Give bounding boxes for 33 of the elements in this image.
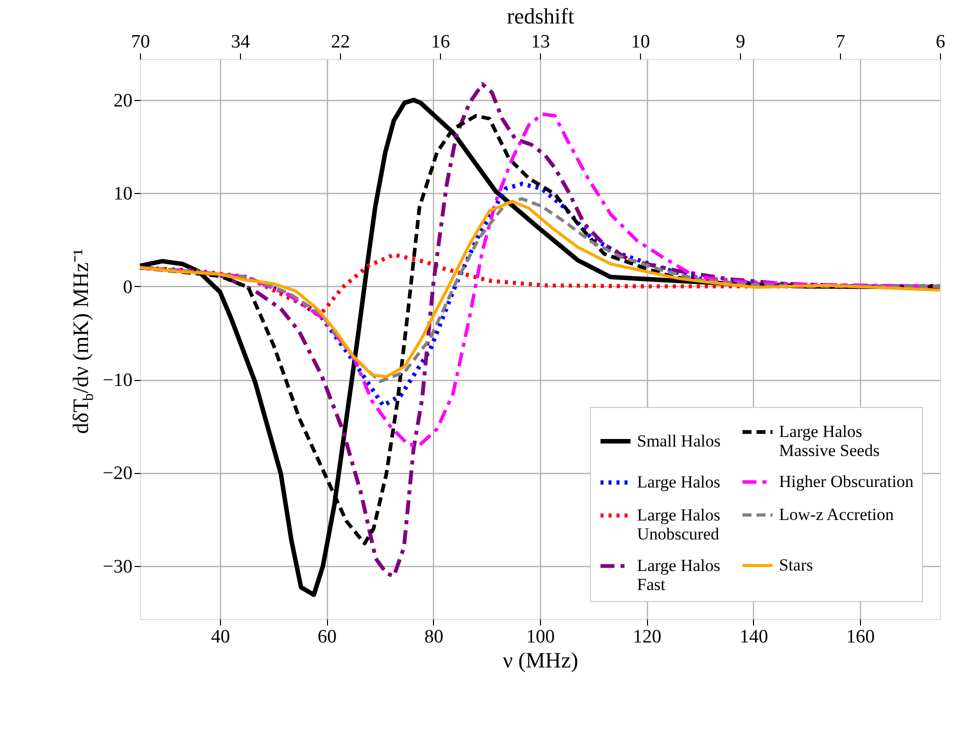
text: 10 <box>631 32 650 52</box>
x-tick-label: 100 <box>526 626 555 648</box>
legend-label: Large Halos Fast <box>637 556 720 594</box>
x-tick-label: 60 <box>318 626 337 648</box>
x-tick-label: 40 <box>211 626 230 648</box>
text: 9 <box>736 32 746 52</box>
text: 13 <box>531 32 550 52</box>
x-tick-label: 120 <box>632 626 662 648</box>
y-tick-label: −30 <box>102 556 132 578</box>
legend-label: Large Halos Massive Seeds <box>779 422 880 460</box>
y-tick-label: −10 <box>102 370 132 392</box>
text: 22 <box>331 32 350 52</box>
legend-label: Large Halos <box>637 472 720 492</box>
y-tick-label: 0 <box>123 276 132 298</box>
x-tick-label: 80 <box>424 626 444 648</box>
y-tick-label: 20 <box>114 90 132 112</box>
legend-label: Large Halos Unobscured <box>637 506 720 544</box>
x-tick-label: 140 <box>740 626 768 648</box>
y-axis-title: dδTb/dν (mK) MHz⁻¹ <box>68 248 97 434</box>
y-tick-label: 10 <box>114 184 132 205</box>
y-tick-label: −20 <box>102 463 132 484</box>
text: 7 <box>836 32 846 52</box>
text: 70 <box>131 32 150 52</box>
x2-axis-title: redshift <box>506 4 574 28</box>
legend-label: Stars <box>779 556 813 574</box>
x-tick-label: 160 <box>846 626 875 648</box>
text: 6 <box>936 32 946 52</box>
legend-label: Small Halos <box>637 431 721 450</box>
legend-label: Low-z Accretion <box>779 505 894 524</box>
legend-label: Higher Obscuration <box>779 472 914 491</box>
text: 16 <box>431 32 450 52</box>
text: 34 <box>231 32 250 52</box>
x-axis-title: ν (MHz) <box>502 648 578 672</box>
